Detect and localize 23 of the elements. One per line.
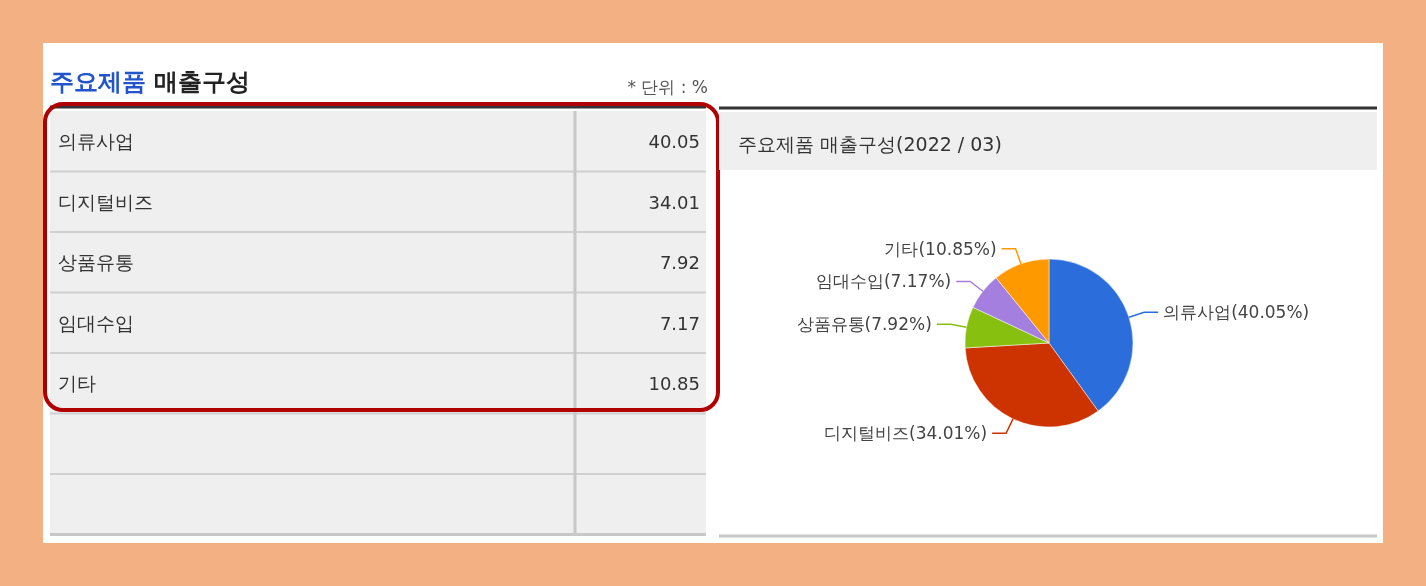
slice-label: 임대수입: [815, 271, 884, 292]
text: 주요제품 매출구성: [50, 68, 251, 96]
data-label: 7.17: [659, 312, 700, 334]
category-label: 기타: [58, 372, 96, 395]
data-label: (10.85%): [918, 238, 997, 259]
category-label: 임대수입: [58, 311, 134, 334]
slice-label: 디지털비즈: [824, 423, 910, 444]
data-label: 40.05: [648, 131, 700, 153]
category-label: 상품유통: [58, 251, 134, 274]
data-label: (7.17%): [883, 271, 952, 292]
data-label: 7.92: [659, 252, 700, 274]
category-label: 의류사업: [58, 130, 134, 153]
data-label: (7.92%): [864, 314, 932, 335]
slice-label: 기타: [884, 238, 919, 259]
data-label: 10.85: [648, 373, 700, 395]
chart-title: 주요제품 매출구성(2022 / 03): [738, 133, 1002, 155]
data-label: (34.01%): [909, 423, 988, 444]
slice-label: 상품유통: [796, 314, 865, 335]
category-label: 디지털비즈: [58, 190, 153, 213]
text: * 단위 : %: [627, 77, 708, 97]
data-label: 34.01: [648, 191, 700, 213]
slice-label: 의류사업: [1163, 302, 1232, 323]
data-label: (40.05%): [1231, 302, 1310, 323]
